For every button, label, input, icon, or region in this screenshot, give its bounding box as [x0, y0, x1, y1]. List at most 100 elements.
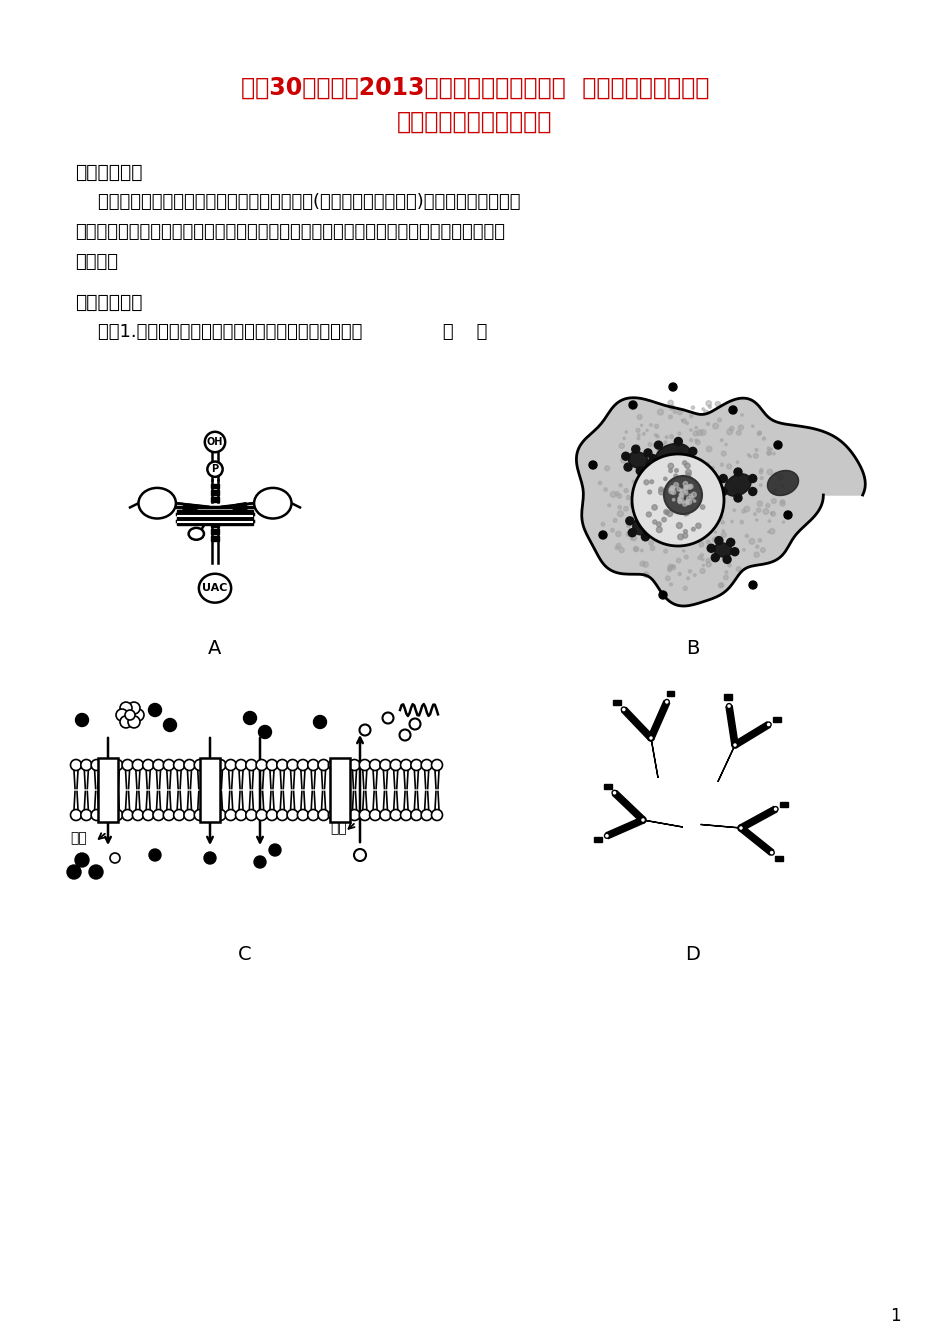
Circle shape — [642, 465, 648, 470]
Circle shape — [733, 509, 735, 512]
Polygon shape — [613, 790, 645, 823]
Circle shape — [683, 489, 687, 493]
Circle shape — [699, 542, 704, 547]
Circle shape — [128, 702, 140, 714]
Circle shape — [380, 759, 391, 770]
Circle shape — [774, 441, 782, 449]
Circle shape — [665, 577, 670, 581]
Circle shape — [618, 493, 621, 499]
Circle shape — [781, 485, 784, 488]
Circle shape — [767, 450, 771, 454]
Circle shape — [728, 563, 732, 567]
Text: 之对比分析法（教师版）: 之对比分析法（教师版） — [397, 110, 553, 134]
Circle shape — [759, 470, 763, 474]
Circle shape — [628, 528, 636, 536]
Circle shape — [668, 569, 672, 571]
Circle shape — [684, 488, 688, 492]
Circle shape — [308, 759, 319, 770]
Circle shape — [225, 809, 237, 820]
Circle shape — [116, 710, 128, 720]
Circle shape — [672, 487, 675, 491]
Circle shape — [666, 461, 671, 465]
Circle shape — [112, 809, 123, 820]
Circle shape — [669, 564, 673, 569]
Circle shape — [714, 531, 716, 534]
Circle shape — [648, 491, 652, 495]
Circle shape — [632, 445, 639, 453]
Circle shape — [733, 489, 737, 493]
Circle shape — [359, 759, 371, 770]
FancyBboxPatch shape — [667, 691, 674, 696]
Circle shape — [611, 528, 615, 532]
Circle shape — [724, 575, 729, 579]
Circle shape — [630, 503, 636, 508]
Circle shape — [640, 425, 642, 426]
Circle shape — [619, 484, 622, 487]
Circle shape — [194, 809, 205, 820]
Circle shape — [731, 548, 739, 555]
Circle shape — [658, 487, 663, 492]
Circle shape — [236, 809, 247, 820]
Circle shape — [670, 487, 674, 491]
Circle shape — [89, 866, 103, 879]
Circle shape — [664, 476, 702, 513]
Circle shape — [667, 491, 672, 495]
Circle shape — [692, 492, 696, 497]
Circle shape — [632, 480, 635, 482]
Circle shape — [749, 474, 757, 482]
FancyBboxPatch shape — [772, 716, 781, 723]
Circle shape — [700, 493, 702, 496]
Circle shape — [174, 759, 184, 770]
Circle shape — [749, 581, 757, 589]
Circle shape — [682, 476, 685, 478]
Circle shape — [772, 491, 775, 493]
Circle shape — [650, 503, 655, 507]
Circle shape — [672, 564, 674, 569]
Circle shape — [753, 453, 758, 458]
Circle shape — [732, 742, 738, 747]
Circle shape — [717, 515, 723, 520]
Circle shape — [669, 383, 677, 391]
Circle shape — [401, 809, 411, 820]
Circle shape — [736, 567, 741, 571]
Circle shape — [717, 492, 722, 497]
Circle shape — [665, 435, 668, 438]
Circle shape — [664, 477, 667, 481]
Circle shape — [685, 492, 688, 495]
Circle shape — [646, 460, 655, 468]
Circle shape — [707, 544, 715, 552]
Circle shape — [640, 550, 643, 552]
Circle shape — [687, 497, 693, 503]
Circle shape — [120, 716, 132, 728]
Bar — [177, 509, 254, 526]
Circle shape — [153, 759, 164, 770]
Ellipse shape — [725, 474, 751, 496]
Circle shape — [676, 474, 678, 476]
Circle shape — [685, 540, 689, 544]
Circle shape — [359, 809, 371, 820]
Circle shape — [691, 465, 693, 468]
Circle shape — [778, 474, 784, 480]
Ellipse shape — [254, 488, 292, 519]
Circle shape — [766, 722, 771, 727]
Circle shape — [671, 487, 674, 489]
Circle shape — [120, 702, 132, 714]
Circle shape — [409, 719, 421, 730]
Circle shape — [771, 499, 776, 504]
Circle shape — [132, 759, 143, 770]
Circle shape — [652, 526, 660, 534]
Circle shape — [616, 492, 619, 496]
Circle shape — [653, 520, 656, 524]
Polygon shape — [648, 700, 670, 739]
Circle shape — [676, 558, 681, 563]
Circle shape — [670, 485, 674, 491]
Circle shape — [652, 523, 657, 528]
Bar — [211, 535, 219, 540]
Circle shape — [671, 564, 675, 570]
Circle shape — [694, 460, 697, 462]
Circle shape — [700, 554, 704, 556]
Circle shape — [297, 809, 309, 820]
Circle shape — [619, 444, 624, 449]
Circle shape — [91, 809, 103, 820]
Circle shape — [710, 548, 715, 554]
